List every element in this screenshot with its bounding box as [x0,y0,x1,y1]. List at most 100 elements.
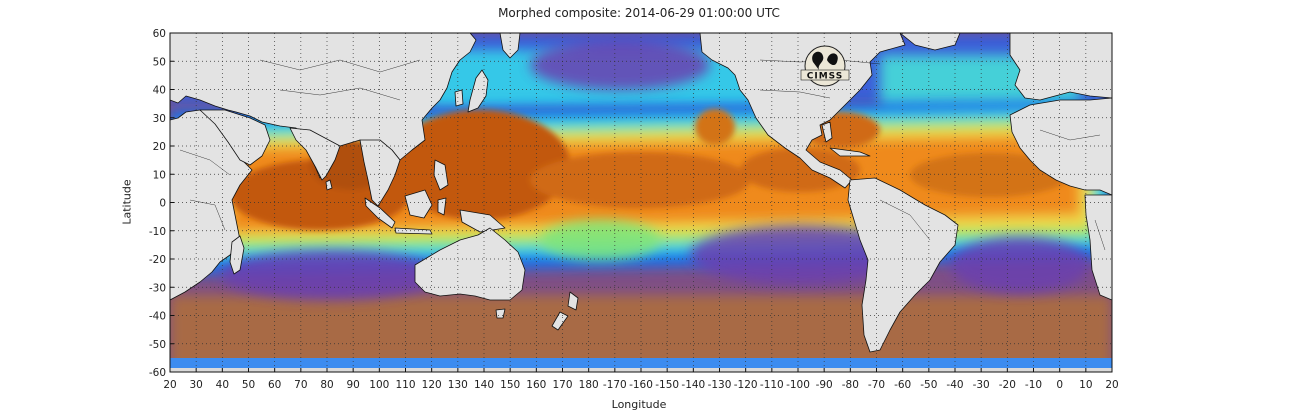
india-landmass [289,127,341,181]
x-tick-label: 170 [552,379,572,391]
madagascar [229,235,245,275]
greenland [899,33,961,51]
north-america-landmass [699,33,906,189]
moisture-dry-sepac [690,225,910,285]
x-tick-label: 90 [346,379,359,391]
border-line [279,87,401,101]
x-tick-label: 30 [189,379,202,391]
x-tick-label: 20 [163,379,176,391]
moisture-green-spcz [540,220,660,260]
x-tick-label: 60 [268,379,281,391]
korea [454,89,464,107]
y-tick-label: -20 [149,254,166,266]
cimss-logo: CIMSS [800,45,850,87]
x-tick-label: 0 [1056,379,1063,391]
europe-landmass [1009,33,1112,101]
border-line [879,199,931,241]
border-line [259,59,421,73]
x-tick-label: -40 [946,379,963,391]
x-tick-label: -130 [708,379,732,391]
y-tick-label: -60 [149,367,166,379]
border-line [179,149,231,176]
border-line [189,199,226,231]
y-tick-label: -30 [149,282,166,294]
west-africa-landmass [1009,97,1112,196]
y-tick-label: -50 [149,339,166,351]
x-tick-label: 20 [1105,379,1118,391]
cimss-logo-band [800,69,850,81]
cimss-logo-text: CIMSS [807,72,843,82]
x-tick-label: 10 [1079,379,1092,391]
border-line [1039,129,1101,141]
x-tick-label: -60 [894,379,911,391]
y-tick-label: 20 [153,141,166,153]
borneo [404,189,433,219]
japan [467,69,489,113]
arabia-landmass [199,109,271,166]
philippines [433,159,449,191]
x-tick-label: 150 [500,379,520,391]
x-tick-label: -120 [734,379,758,391]
x-tick-label: -160 [629,379,653,391]
y-tick-label: 30 [153,113,166,125]
latitude-ticks: 60 50 40 30 20 10 0 -10 -20 -30 -40 -50 -60 [149,28,174,379]
moisture-east-pacific-core [740,148,860,192]
x-tick-label: 140 [474,379,494,391]
new-zealand-north [567,291,579,311]
sulawesi [437,197,447,216]
y-tick-label: 60 [153,28,166,40]
x-tick-label: 80 [320,379,333,391]
x-tick-label: 120 [422,379,442,391]
southern-africa-landmass [1084,194,1112,301]
x-tick-label: 130 [448,379,468,391]
moisture-typhoon-swirl [695,109,735,145]
border-line [1094,219,1106,251]
x-tick-label: 40 [216,379,229,391]
cimss-logo-swirl [812,51,838,70]
x-tick-label: -70 [868,379,885,391]
florida [821,121,833,143]
moisture-atlantic-core [910,153,1070,197]
border-line [759,89,831,99]
x-tick-label: -170 [603,379,627,391]
x-tick-label: -110 [760,379,784,391]
x-tick-label: -20 [999,379,1016,391]
x-tick-label: -100 [786,379,810,391]
moisture-dry-npac [530,40,710,90]
x-tick-label: -10 [1025,379,1042,391]
x-tick-label: -140 [681,379,705,391]
y-tick-label: 50 [153,56,166,68]
x-tick-label: 180 [579,379,599,391]
moisture-dry-sindian [220,250,440,300]
tasmania [495,308,506,319]
x-tick-label: 70 [294,379,307,391]
new-zealand-south [551,311,569,331]
x-tick-label: -90 [816,379,833,391]
country-borders [179,59,1106,251]
x-tick-label: 50 [242,379,255,391]
map-graticule [170,33,1112,372]
y-tick-label: 10 [153,169,166,181]
cuba [829,147,871,157]
longitude-ticks: 20 30 40 50 60 70 80 90 100 110 120 130 140 150 160 170… [163,368,1119,391]
x-tick-label: -30 [973,379,990,391]
x-axis-label: Longitude [611,398,667,411]
x-tick-label: -50 [920,379,937,391]
sumatra [364,197,396,229]
x-tick-label: -80 [842,379,859,391]
x-tick-label: -150 [655,379,679,391]
moisture-dry-satl [950,237,1090,293]
x-tick-label: 100 [369,379,389,391]
australia-landmass [414,227,526,301]
y-tick-label: -10 [149,226,166,238]
y-tick-label: 40 [153,85,166,97]
sri-lanka [325,179,333,191]
y-tick-label: -40 [149,311,166,323]
moisture-west-pacific-core [390,110,570,220]
x-tick-label: 160 [526,379,546,391]
x-tick-label: 110 [395,379,415,391]
y-tick-label: 0 [159,198,166,210]
moisture-central-pacific-core [530,152,750,208]
chart-title: Morphed composite: 2014-06-29 01:00:00 U… [498,6,780,20]
